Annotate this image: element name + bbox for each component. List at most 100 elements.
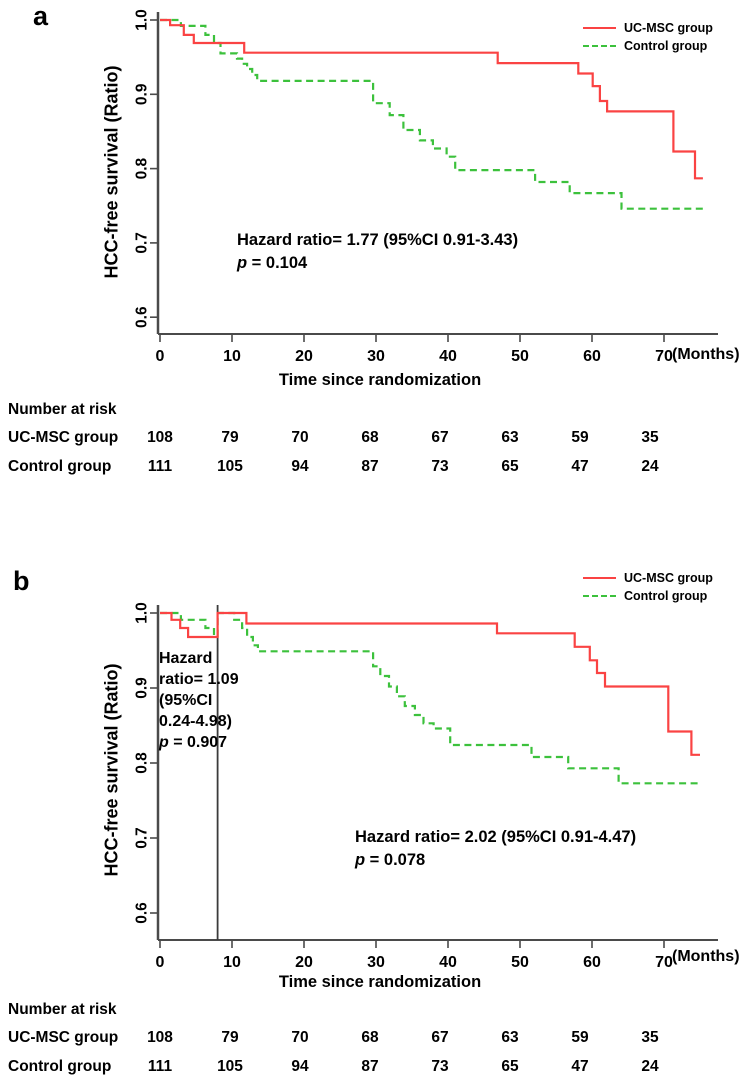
- y-tick-label: 1.0: [133, 602, 150, 624]
- risk-value: 63: [501, 1029, 519, 1046]
- panel-b-x-axis-title: Time since randomization: [278, 973, 482, 991]
- y-tick-label: 0.8: [133, 157, 150, 179]
- annotation-line: 0.24-4.98): [159, 713, 232, 730]
- x-tick-label: 40: [439, 348, 457, 365]
- x-tick-label: 70: [655, 954, 673, 971]
- risk-value: 35: [641, 429, 659, 446]
- risk-value: 70: [291, 429, 309, 446]
- panel-a-curve-ucmsc: [160, 18, 703, 180]
- panel-a-risk-values-control: 111 105 94 87 73 65 47 24: [0, 458, 749, 478]
- y-tick-label: 0.9: [133, 677, 150, 699]
- panel-b-label: b: [13, 566, 30, 596]
- x-tick-label: 50: [511, 954, 529, 971]
- panel-b-risk-row-label-control: Control group: [8, 1058, 112, 1075]
- risk-value: 59: [571, 429, 589, 446]
- risk-value: 65: [501, 1058, 519, 1075]
- panel-a-label: a: [33, 1, 49, 31]
- risk-value: 24: [641, 1058, 659, 1075]
- panel-b-curve-control: [160, 611, 700, 785]
- control-legend-label: Control group: [624, 588, 708, 603]
- panel-a-legend: UC-MSC group Control group: [583, 20, 713, 53]
- risk-value: 79: [221, 429, 239, 446]
- x-tick-label: 50: [511, 348, 529, 365]
- annotation-line: (95%CI: [159, 692, 213, 709]
- panel-a-risk-row-label-control: Control group: [8, 458, 112, 475]
- x-tick-label: 30: [367, 348, 385, 365]
- panel-b-legend: UC-MSC group Control group: [583, 570, 713, 603]
- risk-value: 87: [361, 458, 379, 475]
- risk-value: 87: [361, 1058, 379, 1075]
- x-tick-label: 20: [295, 348, 313, 365]
- x-tick-label: 10: [223, 954, 241, 971]
- panel-a-risk-row-label-ucmsc: UC-MSC group: [8, 429, 119, 446]
- legend-row-control: Control group: [583, 38, 713, 53]
- risk-value: 79: [221, 1029, 239, 1046]
- x-tick-label: 10: [223, 348, 241, 365]
- panel-b-risk-row-label-ucmsc: UC-MSC group: [8, 1029, 119, 1046]
- x-tick-label: 60: [583, 348, 601, 365]
- control-legend-label: Control group: [624, 38, 708, 53]
- x-tick-label: 0: [156, 954, 165, 971]
- panel-a-x-axis-title: Time since randomization: [278, 371, 482, 389]
- risk-value: 108: [147, 429, 173, 446]
- panel-b-curve-ucmsc: [160, 611, 700, 756]
- panel-a-risk-values-ucmsc: 108 79 70 68 67 63 59 35: [0, 429, 749, 449]
- risk-value: 73: [431, 1058, 449, 1075]
- risk-value: 111: [147, 458, 173, 475]
- risk-value: 35: [641, 1029, 659, 1046]
- panel-b-months-label: (Months): [672, 948, 740, 965]
- y-tick-label: 0.8: [133, 752, 150, 774]
- ucmsc-legend-label: UC-MSC group: [624, 20, 713, 35]
- panel-b-plot: 0 10 20 30 40 50 60 70 1.0 0.9 0.8 0.7 0.6: [133, 602, 718, 971]
- risk-value: 67: [431, 429, 449, 446]
- panel-a-plot: 0 10 20 30 40 50 60 70 1.0 0.9 0.8 0.7 0.6: [133, 9, 718, 365]
- risk-value: 68: [361, 429, 379, 446]
- p-value-text: p = 0.078: [355, 851, 426, 869]
- panel-a-months-label: (Months): [672, 346, 740, 363]
- y-tick-label: 0.6: [133, 902, 150, 924]
- y-tick-label: 0.9: [133, 83, 150, 105]
- risk-value: 47: [571, 458, 589, 475]
- y-tick-label: 0.7: [133, 232, 150, 254]
- panel-a-curve-control: [160, 18, 703, 210]
- annotation-line: ratio= 1.09: [159, 671, 239, 688]
- ucmsc-legend-label: UC-MSC group: [624, 570, 713, 585]
- hazard-ratio-text: Hazard ratio= 2.02 (95%CI 0.91-4.47): [355, 828, 637, 846]
- x-tick-label: 70: [655, 348, 673, 365]
- risk-value: 70: [291, 1029, 309, 1046]
- risk-value: 94: [291, 1058, 309, 1075]
- risk-value: 59: [571, 1029, 589, 1046]
- panel-b-hazard-annotation: Hazard ratio= 2.02 (95%CI 0.91-4.47) p =…: [355, 826, 636, 872]
- x-tick-label: 60: [583, 954, 601, 971]
- legend-row-ucmsc: UC-MSC group: [583, 570, 713, 585]
- panel-b-risk-title: Number at risk: [8, 1001, 117, 1018]
- annotation-line: Hazard: [159, 650, 213, 667]
- panel-b-y-axis-title: HCC-free survival (Ratio): [101, 663, 122, 877]
- risk-value: 65: [501, 458, 519, 475]
- risk-value: 63: [501, 429, 519, 446]
- x-tick-label: 40: [439, 954, 457, 971]
- y-tick-label: 0.7: [133, 827, 150, 849]
- panel-a-hazard-annotation: Hazard ratio= 1.77 (95%CI 0.91-3.43) p =…: [237, 229, 518, 275]
- risk-value: 108: [147, 1029, 173, 1046]
- hazard-ratio-text: Hazard ratio= 1.77 (95%CI 0.91-3.43): [237, 231, 519, 249]
- control-line-sample: [583, 44, 616, 47]
- legend-row-control: Control group: [583, 588, 713, 603]
- risk-value: 94: [291, 458, 309, 475]
- panel-b-risk-values-control: 111 105 94 87 73 65 47 24: [0, 1058, 749, 1078]
- x-tick-label: 0: [156, 348, 165, 365]
- y-tick-label: 1.0: [133, 9, 150, 31]
- panel-a-y-axis-title: HCC-free survival (Ratio): [101, 65, 122, 279]
- panel-a-risk-title: Number at risk: [8, 401, 117, 418]
- control-line-sample: [583, 594, 616, 597]
- risk-value: 68: [361, 1029, 379, 1046]
- ucmsc-line-sample: [583, 26, 616, 29]
- panel-b-risk-values-ucmsc: 108 79 70 68 67 63 59 35: [0, 1029, 749, 1049]
- legend-row-ucmsc: UC-MSC group: [583, 20, 713, 35]
- risk-value: 67: [431, 1029, 449, 1046]
- x-tick-label: 30: [367, 954, 385, 971]
- panel-b-landmark-annotation: Hazard ratio= 1.09 (95%CI 0.24-4.98) p =…: [159, 648, 239, 753]
- y-tick-label: 0.6: [133, 306, 150, 328]
